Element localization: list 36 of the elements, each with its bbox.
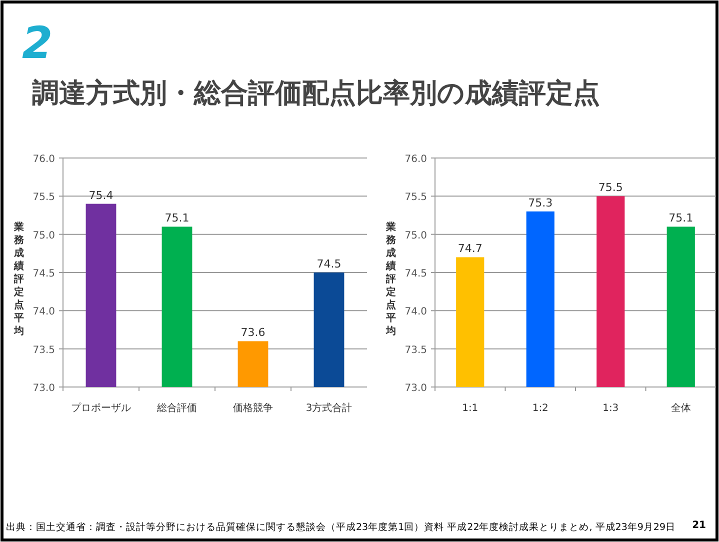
data-label: 75.4 (88, 188, 114, 202)
y-tick-label: 74.0 (404, 306, 427, 318)
data-label: 75.1 (164, 212, 190, 225)
x-tick-label: 1:3 (602, 403, 619, 414)
y-tick-label: 74.5 (404, 268, 427, 280)
x-tick-label: 1:1 (462, 403, 478, 414)
y-tick-label: 73.5 (32, 344, 55, 356)
source-note: 出典：国土交通省：調査・設計等分野における品質確保に関する懇談会（平成23年度第1回）資料 平成22年度検討成果とりまとめ, 平成23年9月29日 (6, 521, 676, 533)
y-tick-label: 74.0 (32, 306, 55, 318)
text: 2 (22, 18, 53, 69)
y-tick-label: 75.0 (404, 230, 427, 242)
data-label: 75.3 (528, 196, 553, 210)
data-label: 74.7 (458, 242, 482, 256)
text: 21 (692, 520, 706, 531)
y-tick-label: 76.0 (32, 154, 55, 165)
y-tick-label: 73.0 (32, 383, 55, 394)
chart-title: 調達方式別・総合評価配点比率別の成績評定点 (32, 78, 600, 109)
data-label: 75.5 (598, 181, 623, 194)
text: 業務成績評定点平均 (14, 222, 24, 337)
x-tick-label: 総合評価 (156, 402, 197, 414)
x-tick-label: プロポーザル (71, 402, 131, 414)
y-tick-label: 75.5 (404, 192, 427, 204)
y-tick-label: 74.5 (32, 268, 55, 280)
x-tick-label: 1:2 (532, 403, 548, 414)
x-tick-label: 全体 (670, 402, 691, 414)
y-tick-label: 73.0 (404, 383, 427, 394)
data-label: 73.6 (240, 326, 266, 340)
text: 業務成績評定点平均 (386, 222, 396, 337)
x-tick-label: 価格競争 (233, 402, 273, 414)
data-label: 75.1 (668, 212, 694, 225)
y-tick-label: 76.0 (404, 154, 427, 165)
data-label: 74.5 (316, 258, 342, 270)
y-tick-label: 75.0 (32, 230, 55, 242)
y-tick-label: 75.5 (32, 192, 55, 204)
y-tick-label: 73.5 (404, 344, 427, 356)
x-tick-label: 3方式合計 (306, 402, 352, 414)
